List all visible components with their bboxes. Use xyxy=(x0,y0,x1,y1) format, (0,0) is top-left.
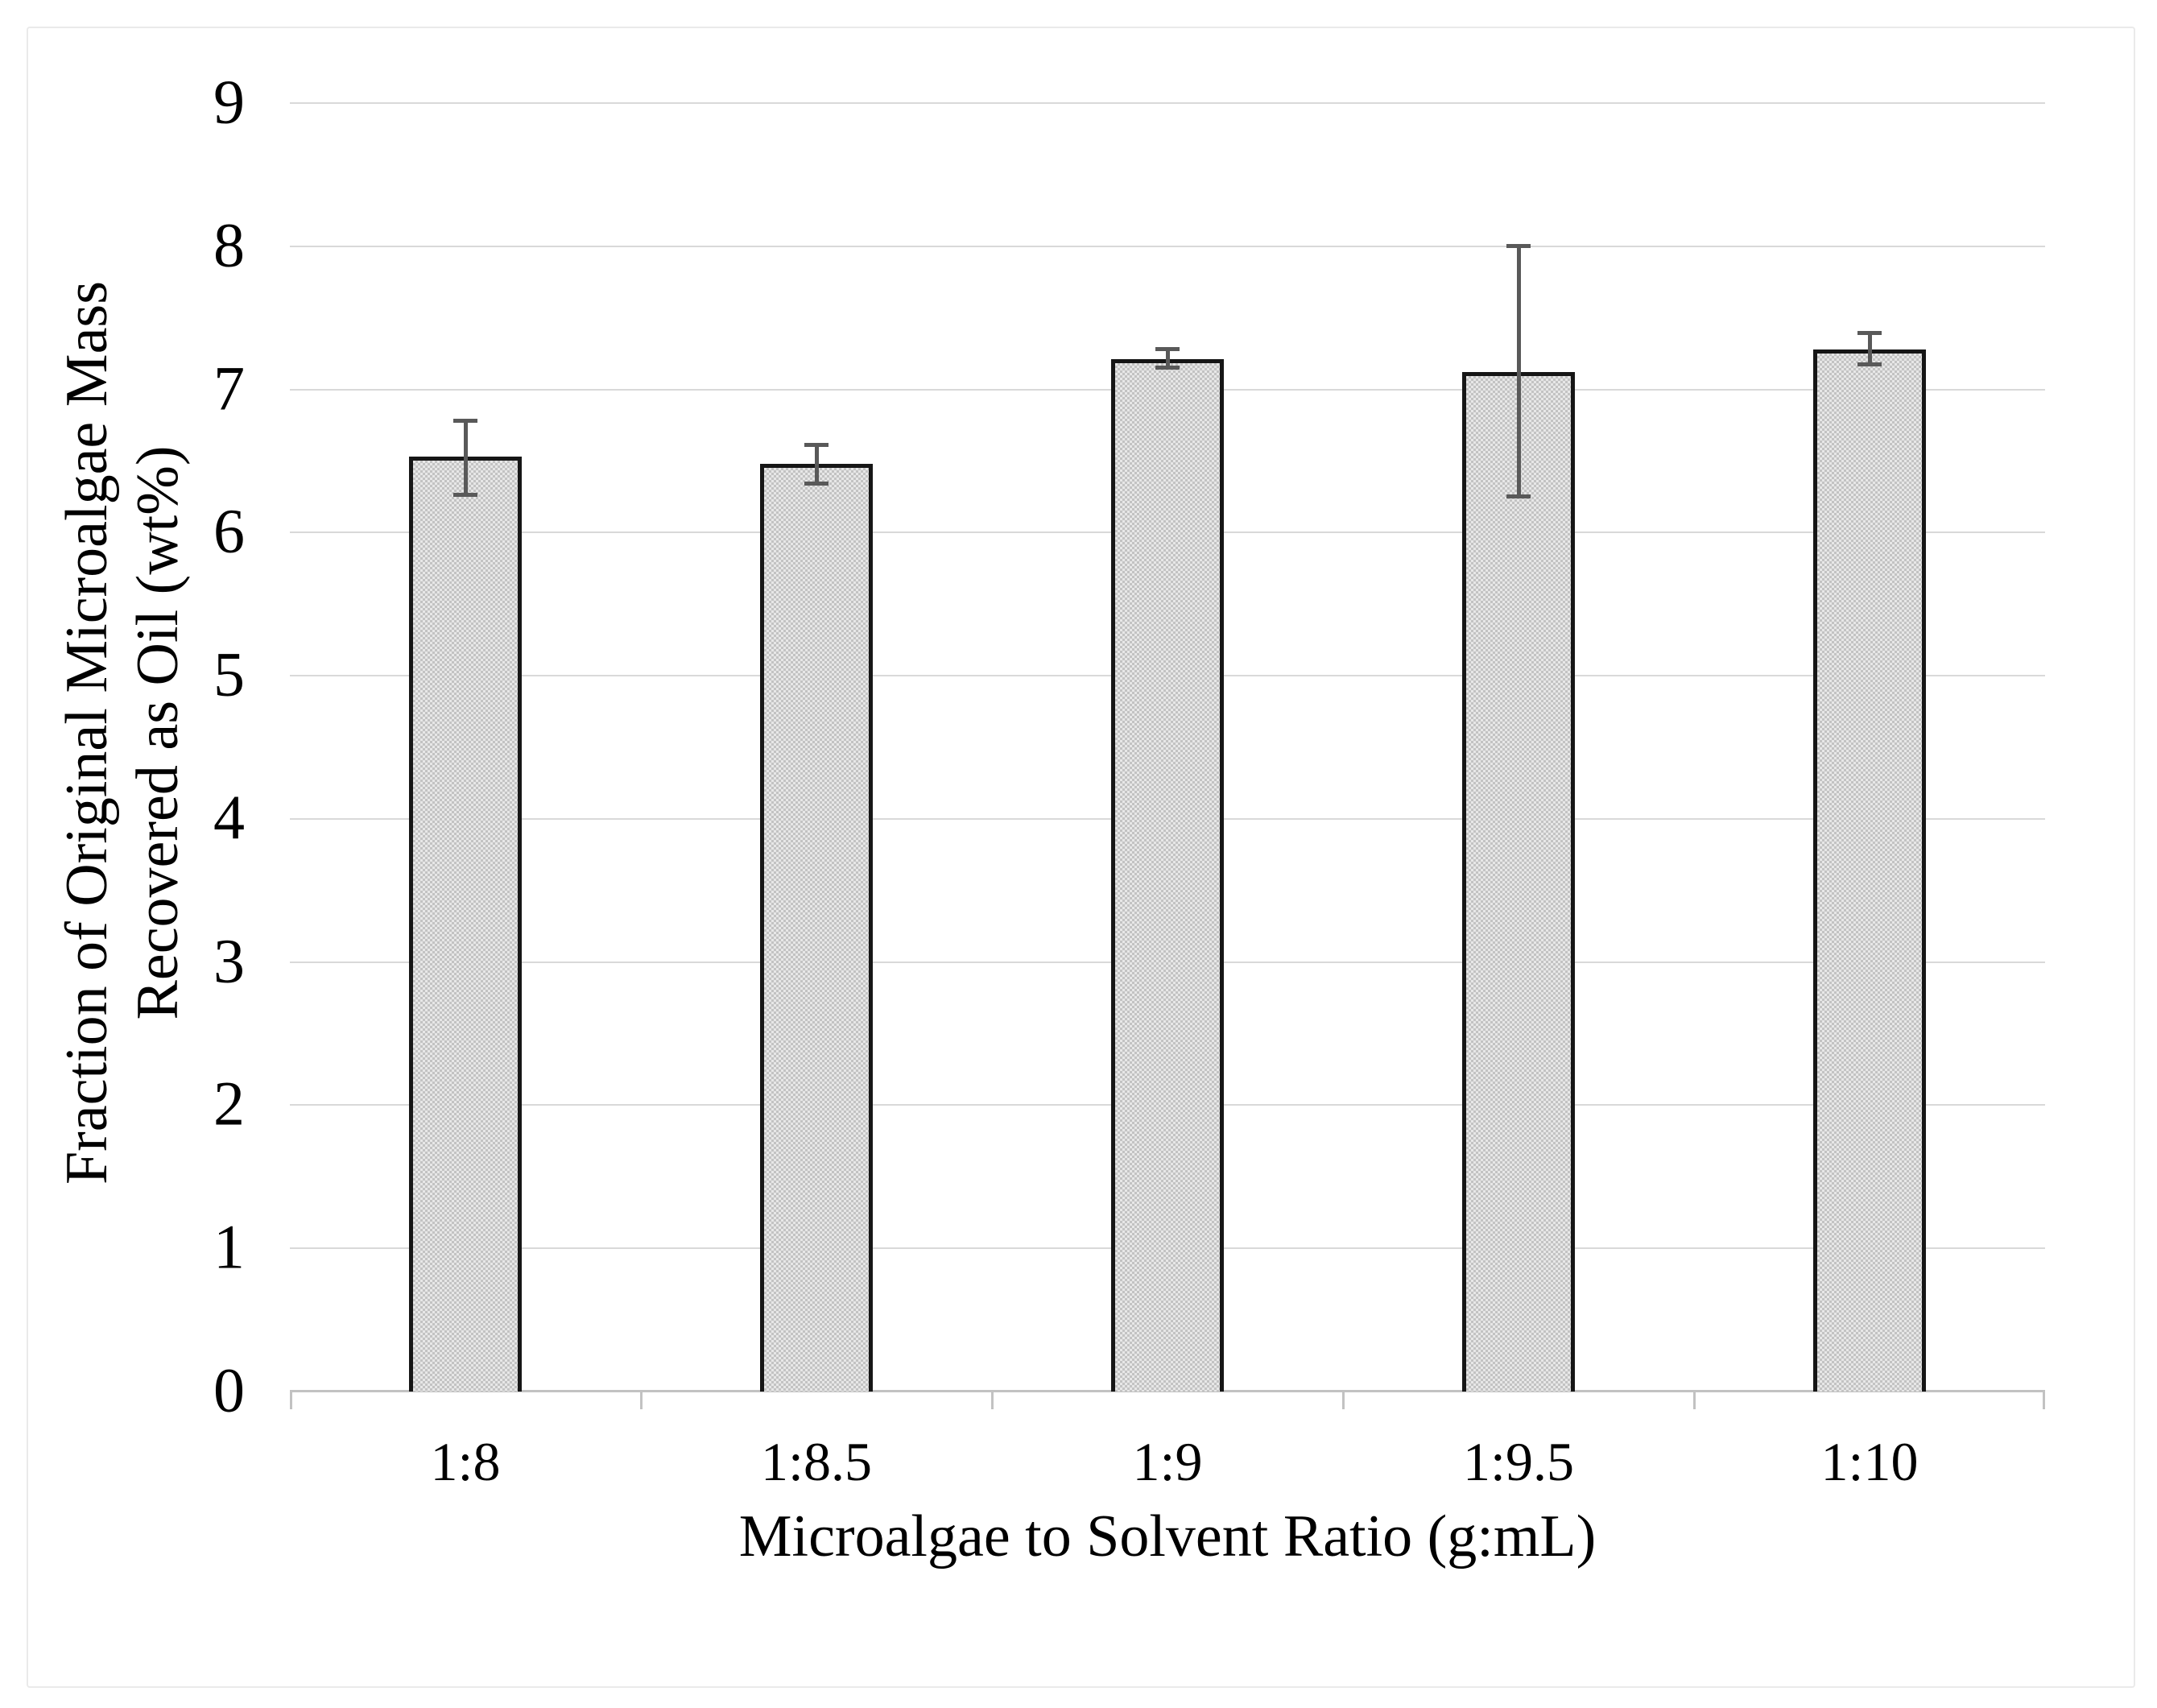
x-axis-tick-labels: 1:8 1:8.5 1:9 1:9.5 1:10 xyxy=(290,1425,2045,1498)
figure-border xyxy=(27,27,2135,1688)
y-axis-title-line2: Recovered as Oil (wt%) xyxy=(125,445,191,1020)
error-bar-cap-bottom xyxy=(1857,362,1882,366)
x-tick-label: 1:10 xyxy=(1820,1431,1919,1492)
y-tick-label: 4 xyxy=(213,782,245,853)
error-bar-line xyxy=(464,421,468,495)
error-bar-line xyxy=(1166,349,1170,368)
error-bar-cap-bottom xyxy=(1155,366,1180,370)
plot-area xyxy=(290,102,2045,1409)
bar xyxy=(409,457,522,1392)
gridline xyxy=(290,246,2045,247)
gridline xyxy=(290,102,2045,104)
error-bar-cap-top xyxy=(453,419,477,423)
error-bar-cap-bottom xyxy=(1506,494,1531,498)
y-tick-label: 2 xyxy=(213,1068,245,1139)
x-axis-tick xyxy=(290,1392,292,1409)
x-tick-label: 1:9.5 xyxy=(1463,1431,1574,1492)
y-tick-label: 3 xyxy=(213,925,245,996)
x-axis-tick xyxy=(1693,1392,1696,1409)
error-bar-line xyxy=(1517,246,1521,497)
error-bar-cap-top xyxy=(804,443,829,447)
y-tick-label: 1 xyxy=(213,1211,245,1282)
y-tick-label: 6 xyxy=(213,495,245,566)
bar xyxy=(1462,372,1575,1392)
error-bar-line xyxy=(815,445,819,484)
y-tick-label: 8 xyxy=(213,209,245,280)
error-bar-cap-top xyxy=(1857,331,1882,335)
bar xyxy=(1813,349,1926,1392)
x-tick-label: 1:9 xyxy=(1132,1431,1203,1492)
y-tick-label: 0 xyxy=(213,1354,245,1425)
error-bar-cap-bottom xyxy=(453,493,477,497)
x-tick-label: 1:8.5 xyxy=(761,1431,872,1492)
x-axis-tick xyxy=(640,1392,643,1409)
x-axis-tick xyxy=(991,1392,994,1409)
x-axis-title: Microalgae to Solvent Ratio (g:mL) xyxy=(738,1503,1597,1569)
y-axis-title-line1: Fraction of Original Microalgae Mass xyxy=(54,280,120,1185)
error-bar-cap-top xyxy=(1155,347,1180,351)
y-tick-label: 9 xyxy=(213,66,245,137)
y-tick-label: 5 xyxy=(213,639,245,709)
error-bar-cap-top xyxy=(1506,244,1531,248)
bar xyxy=(1111,359,1224,1392)
error-bar-line xyxy=(1868,333,1872,365)
x-tick-label: 1:8 xyxy=(430,1431,501,1492)
bar xyxy=(760,464,873,1392)
x-axis-tick xyxy=(2043,1392,2045,1409)
error-bar-cap-bottom xyxy=(804,482,829,486)
y-tick-label: 7 xyxy=(213,353,245,424)
x-axis-tick xyxy=(1342,1392,1345,1409)
